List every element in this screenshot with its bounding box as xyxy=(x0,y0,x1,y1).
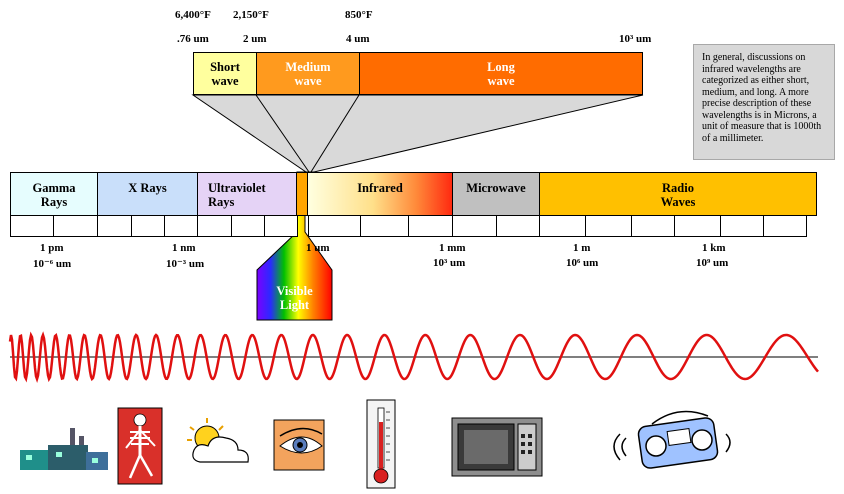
scale-1nm-um: 10⁻³ um xyxy=(166,258,205,270)
visible-light-label: Visible Light xyxy=(276,284,313,312)
scale-1km-um: 10⁹ um xyxy=(696,257,729,269)
band-infrared: Infrared xyxy=(307,172,453,216)
scale-tick-cell xyxy=(539,215,586,237)
funnel-line-1 xyxy=(255,94,310,173)
scale-1pm: 1 pm xyxy=(40,242,64,254)
ir-scale-2: 2 um xyxy=(243,33,267,45)
scale-1mm-um: 10³ um xyxy=(433,257,466,269)
scale-tick-cell xyxy=(197,215,232,237)
temp-850: 850°F xyxy=(345,9,373,21)
ir-scale-076: .76 um xyxy=(177,33,209,45)
scale-tick-cell xyxy=(360,215,409,237)
ir-band-medium: Medium wave xyxy=(256,52,360,95)
band-ultraviolet: Ultraviolet Rays xyxy=(197,172,297,216)
infrared-expansion-funnel xyxy=(191,94,644,173)
scale-1mm: 1 mm xyxy=(439,242,466,254)
scale-1pm-um: 10⁻⁶ um xyxy=(33,258,72,270)
scale-tick-cell xyxy=(308,215,361,237)
ir-band-short: Short wave xyxy=(193,52,257,95)
scale-tick-cell xyxy=(53,215,98,237)
band-radio-waves: Radio Waves xyxy=(539,172,817,216)
scale-1m: 1 m xyxy=(573,242,591,254)
scale-tick-cell xyxy=(585,215,632,237)
em-wave xyxy=(8,331,819,383)
scale-tick-cell xyxy=(264,215,298,237)
scale-tick-cell xyxy=(763,215,807,237)
temp-2150: 2,150°F xyxy=(233,9,269,21)
band-gamma-rays: Gamma Rays xyxy=(10,172,98,216)
scale-tick-cell xyxy=(131,215,165,237)
scale-1m-um: 10⁶ um xyxy=(566,257,599,269)
scale-tick-cell xyxy=(674,215,721,237)
scale-tick-cell xyxy=(720,215,764,237)
scale-1um: 1 um xyxy=(306,242,330,254)
ir-band-long: Long wave xyxy=(359,52,643,95)
ir-scale-4: 4 um xyxy=(346,33,370,45)
scale-tick-cell xyxy=(496,215,540,237)
scale-tick-cell xyxy=(631,215,675,237)
scale-tick-cell xyxy=(452,215,497,237)
funnel-line-2 xyxy=(310,94,360,173)
scale-tick-cell xyxy=(231,215,265,237)
scale-tick-cell xyxy=(97,215,132,237)
scale-tick-cell xyxy=(10,215,54,237)
infrared-note: In general, discussions on infrared wave… xyxy=(693,44,835,160)
ir-scale-1000: 10³ um xyxy=(619,33,652,45)
scale-tick-cell xyxy=(164,215,198,237)
temp-6400: 6,400°F xyxy=(175,9,211,21)
scale-tick-cell xyxy=(408,215,453,237)
scale-1nm: 1 nm xyxy=(172,242,196,254)
band-microwave: Microwave xyxy=(452,172,540,216)
band-x-rays: X Rays xyxy=(97,172,198,216)
scale-1km: 1 km xyxy=(702,242,726,254)
